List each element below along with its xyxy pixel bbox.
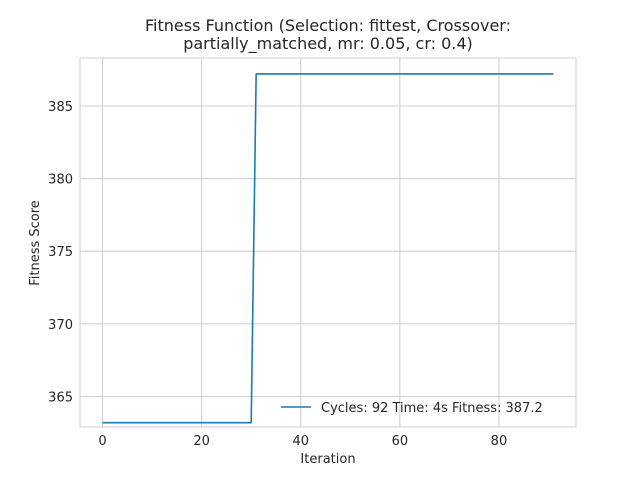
x-axis-label: Iteration xyxy=(300,452,355,467)
y-tick-label: 370 xyxy=(48,318,73,333)
y-tick-label: 385 xyxy=(48,100,73,115)
legend-entry-label: Cycles: 92 Time: 4s Fitness: 387.2 xyxy=(321,401,543,416)
x-tick-label: 20 xyxy=(193,434,210,449)
chart-title-line-1: Fitness Function (Selection: fittest, Cr… xyxy=(145,16,511,35)
chart-title-line-2: partially_matched, mr: 0.05, cr: 0.4) xyxy=(183,34,473,54)
x-tick-label: 0 xyxy=(98,434,106,449)
tick-labels: 0 20 40 60 80 365 370 375 380 385 xyxy=(48,100,507,449)
x-tick-label: 40 xyxy=(292,434,309,449)
series-line xyxy=(102,73,554,424)
legend: Cycles: 92 Time: 4s Fitness: 387.2 xyxy=(281,401,543,416)
y-axis-label: Fitness Score xyxy=(28,200,43,286)
grid-lines xyxy=(80,58,576,427)
y-tick-label: 365 xyxy=(48,390,73,405)
x-tick-label: 60 xyxy=(392,434,409,449)
y-tick-label: 380 xyxy=(48,173,73,188)
x-tick-label: 80 xyxy=(491,434,508,449)
plot-area-frame xyxy=(79,57,577,428)
series-lines xyxy=(102,73,554,424)
y-tick-label: 375 xyxy=(48,245,73,260)
